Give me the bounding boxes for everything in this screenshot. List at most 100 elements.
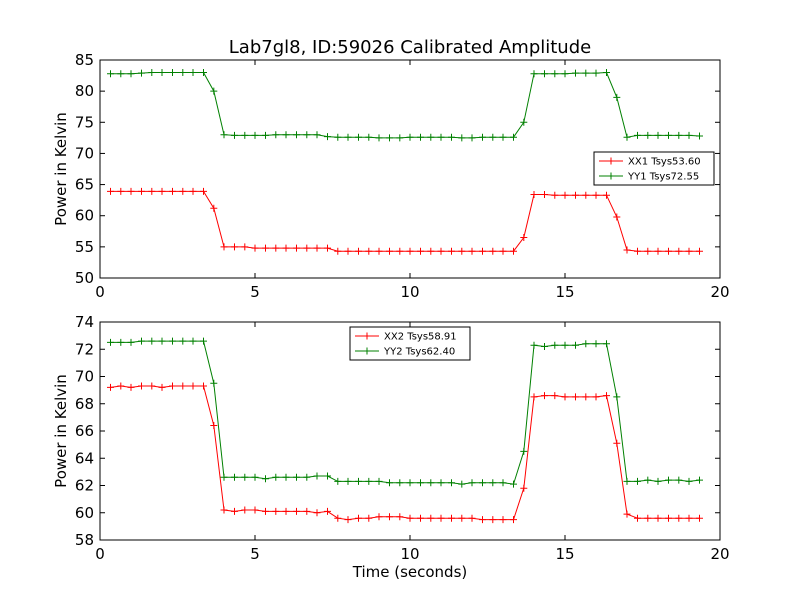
data-point [592,191,600,199]
data-point [489,133,497,141]
data-point [282,473,290,481]
data-point [582,191,590,199]
data-point [665,476,672,484]
y-tick-label: 65 [75,176,94,194]
data-point [334,247,342,255]
data-point [665,514,672,522]
data-point [427,247,435,255]
data-point [654,477,662,485]
data-point [127,70,135,78]
series-2-2 [107,337,703,488]
data-point [210,379,218,387]
legend-box [349,326,471,361]
data-point [365,247,373,255]
data-point [241,473,249,481]
data-point [696,132,703,140]
data-point [675,476,683,484]
data-point [427,514,435,522]
data-point [665,131,672,139]
data-point [489,516,497,524]
series-1-2 [107,69,703,142]
data-point [138,187,145,195]
data-point [365,477,373,485]
data-point [530,191,538,198]
data-point [251,244,259,252]
data-point [685,514,693,522]
data-point [499,247,507,255]
data-point [479,516,486,524]
legend-label: XX2 Tsys58.91 [384,332,457,343]
data-point [262,244,269,252]
data-point [665,247,672,255]
y-tick-label: 74 [75,313,94,331]
series-line [110,385,700,521]
y-tick-label: 72 [75,340,94,358]
data-point [293,473,300,481]
data-point [303,507,311,515]
data-point [634,514,641,522]
data-point [644,514,652,522]
data-point [541,343,548,350]
data-point [272,507,280,515]
data-point [592,340,600,348]
legend: XX2 Tsys58.91 YY2 Tsys62.40 [349,326,471,361]
data-point [272,244,280,252]
data-point [313,472,321,480]
data-point [220,506,228,514]
data-point [179,337,187,345]
data-point [355,477,362,485]
data-point [386,479,393,487]
legend-swatch-marker [363,347,371,355]
data-point [541,191,548,198]
data-point [396,134,404,142]
data-point [427,479,435,487]
data-point [324,472,331,480]
data-point [334,514,342,522]
data-point [530,341,538,349]
data-point [417,479,424,487]
data-point [117,338,125,346]
x-tick-label: 20 [710,545,729,563]
data-point [293,131,300,139]
data-point [158,337,166,345]
data-point [592,393,600,401]
data-point [437,514,445,522]
x-tick-label: 0 [95,545,105,563]
x-tick-label: 15 [555,283,574,301]
x-tick-label: 5 [250,283,260,301]
data-point [127,383,135,391]
data-point [551,191,559,199]
data-point [603,69,610,76]
data-point [603,392,610,400]
legend-swatch-marker [607,172,615,180]
data-point [458,514,466,522]
data-point [117,187,125,195]
data-point [417,514,424,522]
data-point [613,393,621,401]
data-point [169,187,176,195]
y-tick-label: 85 [75,51,94,69]
data-point [499,516,507,524]
data-point [520,484,528,492]
data-point [375,513,383,521]
legend-swatch-marker [607,157,615,165]
data-point [344,516,352,524]
data-point [623,133,631,141]
series-line [110,71,700,139]
data-point [334,477,342,485]
data-point [417,133,424,141]
data-point [200,337,207,345]
data-point [541,392,548,400]
data-point [551,70,559,78]
data-point [572,191,579,199]
data-point [303,131,311,139]
data-point [231,507,238,515]
series-line [110,340,700,485]
y-tick-label: 58 [75,531,94,549]
data-point [179,187,187,195]
data-point [324,244,331,252]
data-point [458,134,466,142]
data-point [117,70,125,78]
y-tick-label: 60 [75,207,94,225]
